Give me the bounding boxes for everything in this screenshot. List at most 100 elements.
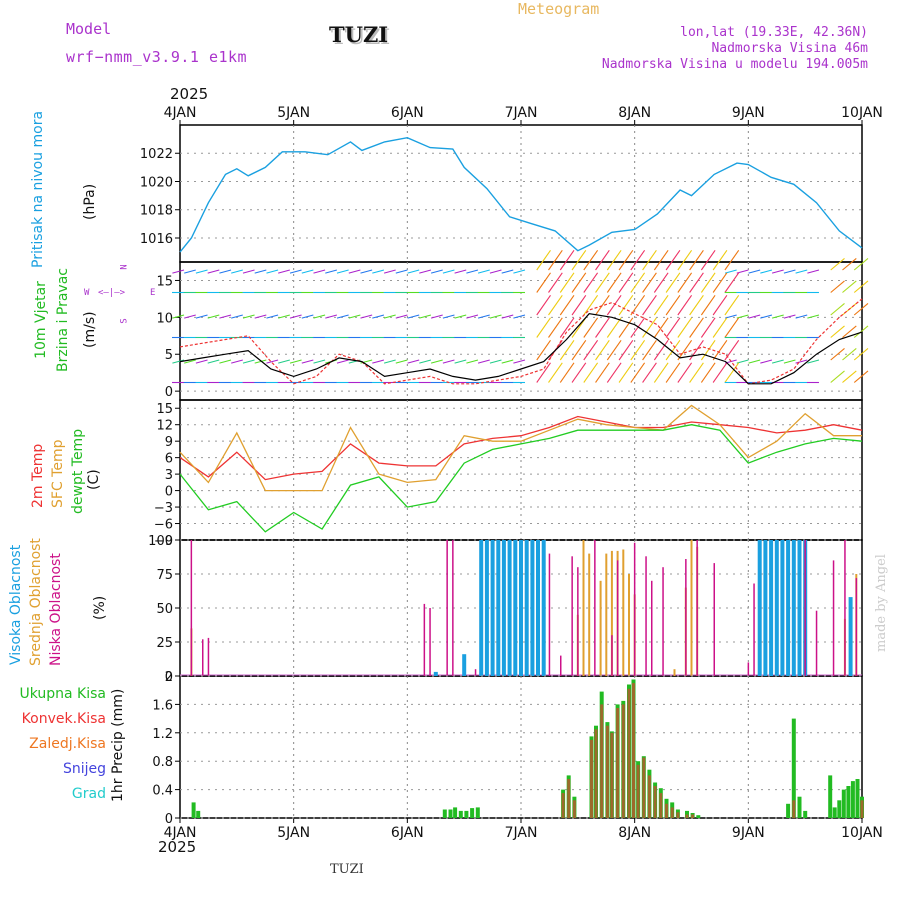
wind-barb xyxy=(571,362,587,383)
wind-barb xyxy=(219,269,232,274)
wind-barb xyxy=(254,314,267,319)
wind-barb xyxy=(830,257,845,271)
cloud-ytick-label: 0 xyxy=(165,670,173,685)
wind-barb xyxy=(830,370,845,383)
wind-ytick-label: 15 xyxy=(156,274,173,289)
cloud-high-bar xyxy=(507,540,512,676)
precip-conv-bar xyxy=(572,800,576,819)
wind-barb xyxy=(301,269,314,274)
wind-barb xyxy=(454,269,467,274)
wind-barb xyxy=(642,317,657,338)
wind-barb xyxy=(583,339,599,361)
wind-barb xyxy=(595,317,610,338)
model-label: Model xyxy=(66,20,112,38)
wind-barb xyxy=(325,269,338,274)
temp-ytick-label: 6 xyxy=(165,452,173,467)
precip-conv-bar xyxy=(561,793,565,818)
cloud-ytick-label: 25 xyxy=(156,636,173,651)
wind-barb xyxy=(748,359,761,364)
precip-conv-bar xyxy=(616,708,620,818)
cloud-low-bar xyxy=(815,610,818,676)
wind-barb xyxy=(348,269,361,274)
wind-barb xyxy=(700,249,716,271)
wind-barb xyxy=(419,359,432,364)
temp-ytick-label: −3 xyxy=(154,501,173,516)
precip-total-bar xyxy=(791,718,796,818)
wind-ytick-label: 10 xyxy=(156,311,173,326)
wind-barb xyxy=(372,314,385,319)
precip-ytick-label: 2 xyxy=(165,670,173,685)
wind-barb xyxy=(724,314,737,319)
wind-barb xyxy=(642,294,657,316)
cloud-low-bar xyxy=(616,560,619,676)
wind-barb xyxy=(571,294,587,316)
wind-barb xyxy=(242,269,255,274)
cloud-high-bar xyxy=(536,540,540,676)
cloud-low-bar xyxy=(844,540,846,676)
wind-barb xyxy=(501,314,514,319)
cloud-low-bar xyxy=(571,556,573,676)
wind-barb xyxy=(771,269,784,274)
cloud-low-bar xyxy=(202,639,204,676)
cloud-mid-bar xyxy=(605,553,608,676)
wind-barb xyxy=(219,314,232,319)
wind-barb xyxy=(712,294,728,316)
wind-barb xyxy=(372,269,385,274)
cloud-low-bar xyxy=(446,540,448,676)
cloud-high-bar xyxy=(797,540,802,676)
pressure-ytick-label: 1020 xyxy=(140,175,173,190)
wind-compass: W E N S <–|–> xyxy=(84,262,164,326)
cloud-mid-bar xyxy=(610,550,613,676)
wind-speed-line xyxy=(179,313,863,385)
wind-barb xyxy=(536,362,551,383)
wind-barb xyxy=(172,269,185,274)
cloud-high-bar xyxy=(530,540,535,676)
wind-barb xyxy=(630,249,646,271)
cloud-low-bar xyxy=(651,580,653,676)
altitude-info: Nadmorska Visina 46m xyxy=(711,41,868,56)
wind-barb xyxy=(853,257,869,271)
wind-barb xyxy=(830,325,845,338)
cloud-low-bar xyxy=(832,560,835,676)
wind-barb xyxy=(242,314,255,319)
wind-barb xyxy=(513,359,526,364)
wind-ytick-label: 5 xyxy=(165,348,173,363)
wind-barb xyxy=(559,339,575,361)
cloud-high-bar xyxy=(462,654,467,676)
cloud-ytick-label: 100 xyxy=(148,534,173,549)
cloud-mid-bar xyxy=(588,553,591,676)
precip-total-bar xyxy=(196,810,201,818)
wind-barb xyxy=(724,269,737,274)
cloud-low-bar xyxy=(429,608,431,676)
station-title: TUZI xyxy=(329,22,389,47)
wind-barb xyxy=(559,272,575,293)
wind-barb xyxy=(430,269,443,274)
wind-barb xyxy=(489,359,502,364)
time-tick-label-bottom: 10JAN xyxy=(841,825,883,841)
wind-barb xyxy=(795,359,808,364)
precip-conv-bar xyxy=(685,814,689,818)
wind-barb xyxy=(336,314,349,319)
wind-barb xyxy=(195,269,208,274)
wind-barb xyxy=(665,362,681,383)
wind-barb xyxy=(207,359,220,364)
wind-barb xyxy=(724,317,740,338)
wind-barb xyxy=(184,269,196,274)
footer-station: TUZI xyxy=(330,862,364,877)
wind-barb xyxy=(278,269,290,274)
cloud-low-bar xyxy=(855,578,858,676)
wind-barb xyxy=(642,249,657,271)
wind-barb xyxy=(583,249,599,271)
precip-conv-bar xyxy=(636,764,640,819)
precip-ytick-label: 0.8 xyxy=(152,755,173,770)
cloud-low-bar xyxy=(662,567,664,676)
precip-total-bar xyxy=(448,809,453,818)
wind-barb xyxy=(712,272,728,293)
wind-barb xyxy=(807,359,820,364)
wind-barb xyxy=(642,339,657,361)
wind-barb xyxy=(783,269,796,274)
wind-barb xyxy=(760,269,773,274)
cloud-high-bar xyxy=(496,540,501,676)
wind-barb xyxy=(360,314,373,319)
wind-barb xyxy=(289,269,302,274)
